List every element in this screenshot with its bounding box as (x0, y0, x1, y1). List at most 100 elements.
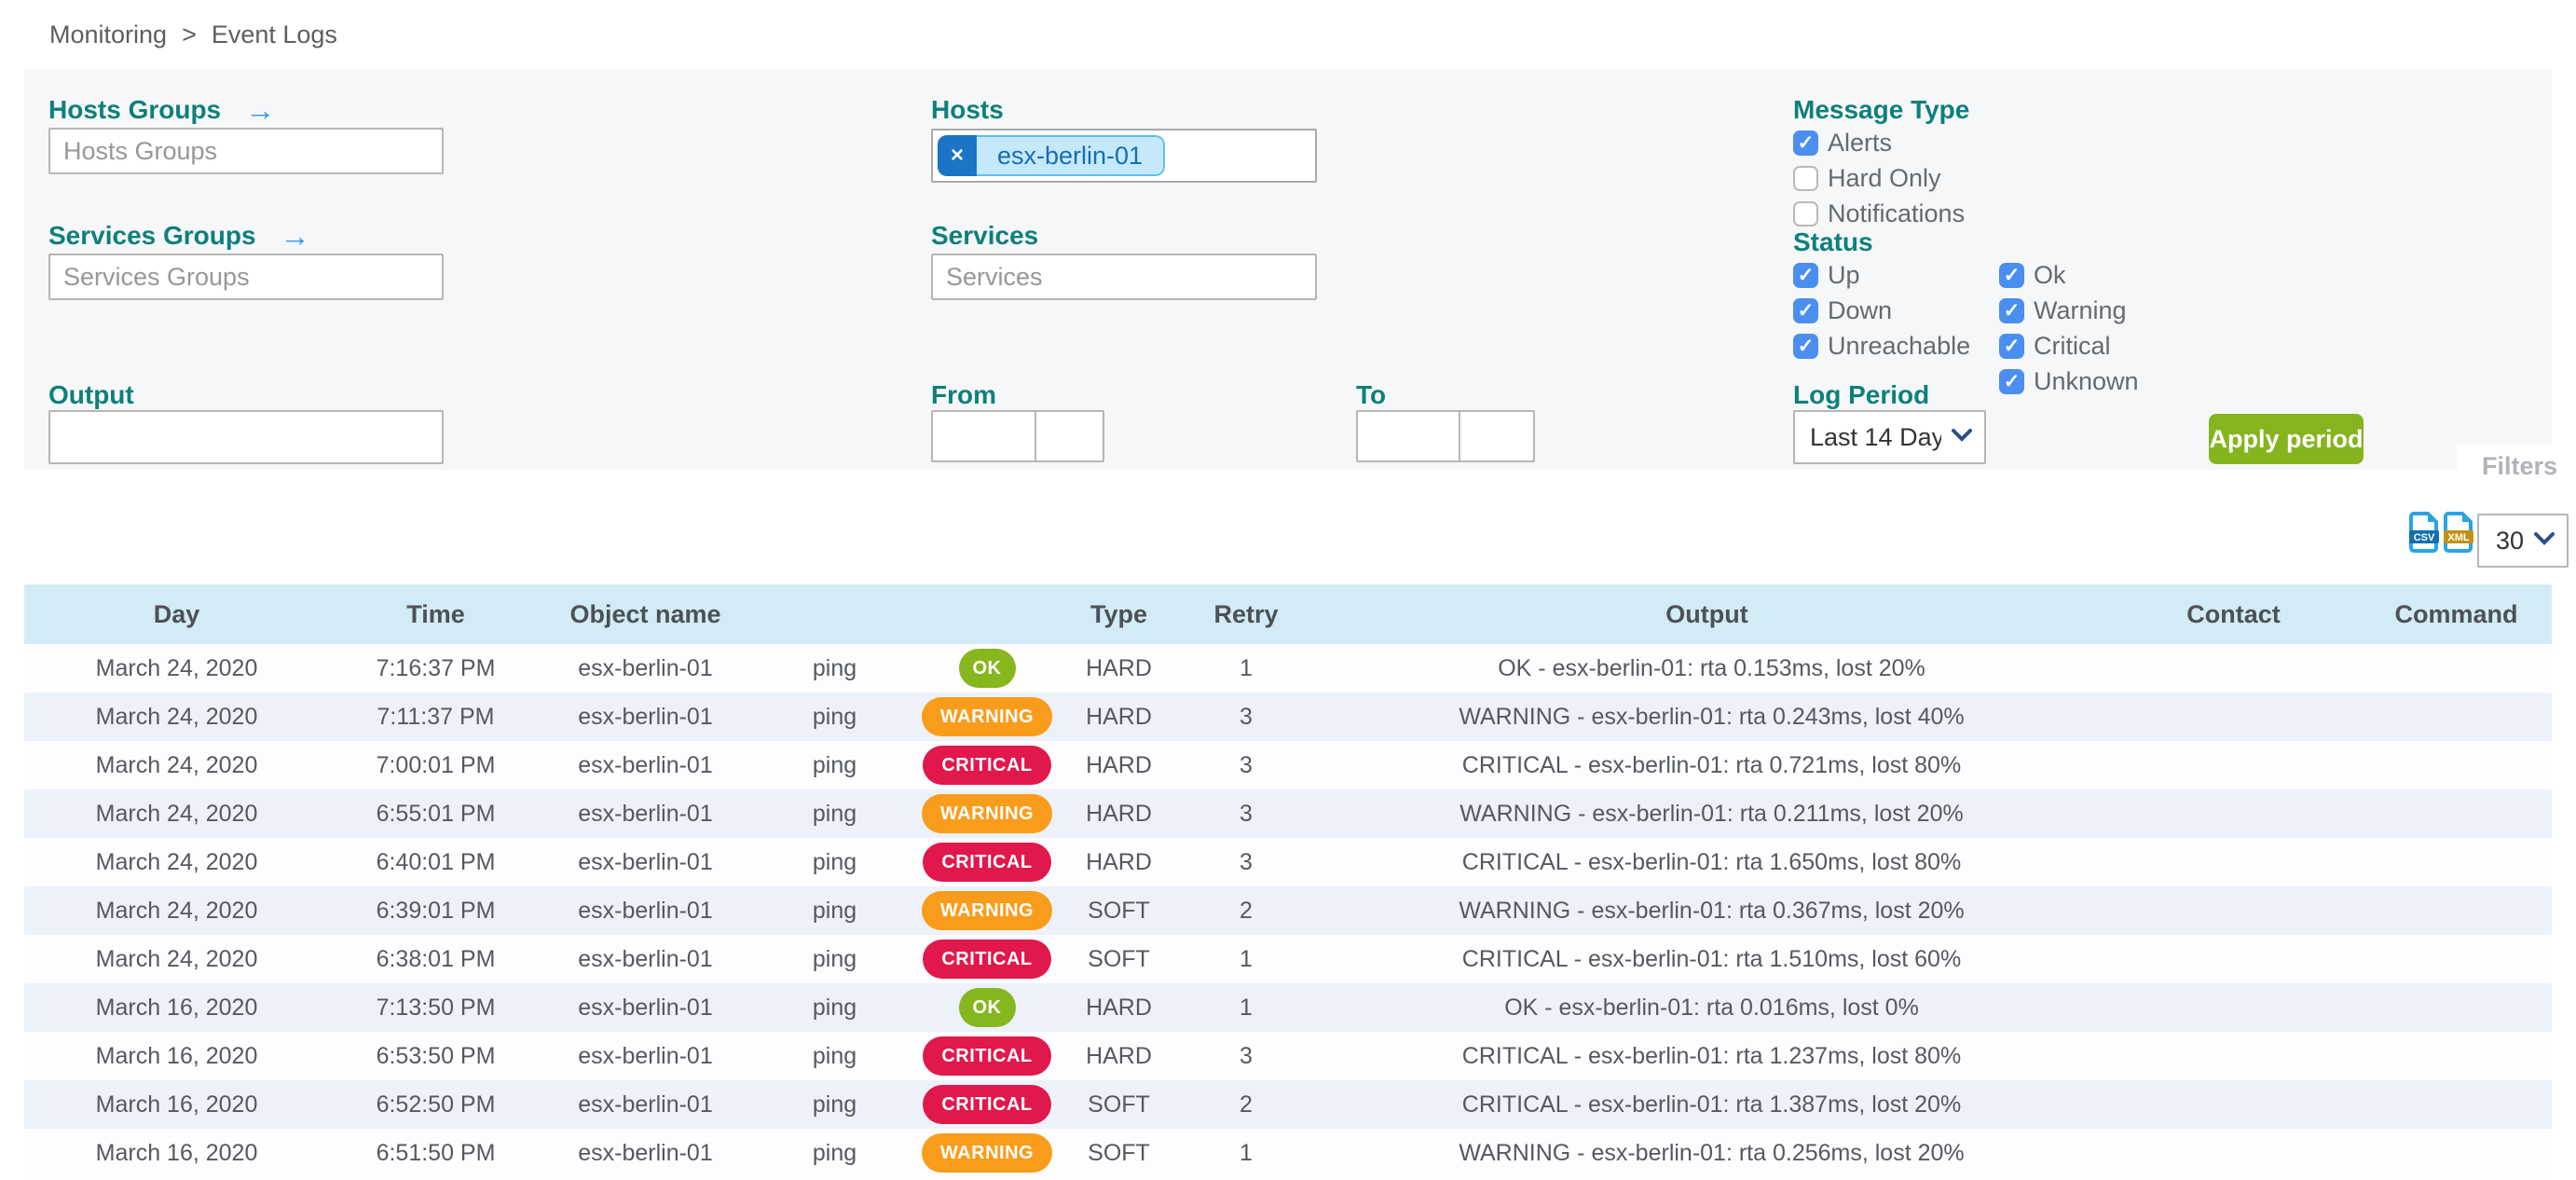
alerts-checkbox[interactable] (1793, 130, 1818, 156)
unknown-checkbox[interactable] (1999, 369, 2024, 394)
checkbox-unreachable[interactable]: Unreachable (1793, 332, 1970, 361)
cell-status: OK (921, 983, 1053, 1032)
cell-type: HARD (1086, 800, 1152, 827)
notifications-checkbox[interactable] (1793, 201, 1818, 226)
cell-type: SOFT (1088, 1139, 1150, 1166)
checkbox-notifications[interactable]: Notifications (1793, 199, 1965, 228)
checkbox-down[interactable]: Down (1793, 296, 1970, 325)
cell-output: CRITICAL - esx-berlin-01: rta 1.237ms, l… (1461, 1042, 1962, 1069)
table-row: March 24, 2020 7:00:01 PM esx-berlin-01 … (24, 741, 2552, 789)
from-date-input[interactable] (931, 410, 1036, 462)
hard-only-checkbox[interactable] (1793, 166, 1818, 191)
to-date-input[interactable] (1356, 410, 1460, 462)
services-input[interactable] (931, 254, 1317, 300)
event-logs-table: Day Time Object name Type Retry Output C… (24, 584, 2552, 1177)
cell-type: HARD (1086, 703, 1152, 730)
cell-time: 7:13:50 PM (376, 994, 496, 1021)
ok-checkbox[interactable] (1999, 263, 2024, 288)
checkbox-warning[interactable]: Warning (1999, 296, 2139, 325)
status-badge: CRITICAL (923, 1085, 1051, 1124)
apply-period-button[interactable]: Apply period (2209, 414, 2364, 464)
table-row: March 24, 2020 6:55:01 PM esx-berlin-01 … (24, 789, 2552, 838)
cell-retry: 1 (1240, 994, 1253, 1021)
filters-tab[interactable]: Filters (2457, 445, 2563, 487)
breadcrumb-monitoring[interactable]: Monitoring (49, 21, 168, 48)
checkbox-ok[interactable]: Ok (1999, 261, 2139, 290)
cell-command (2361, 838, 2552, 886)
cell-service: ping (812, 945, 857, 972)
cell-status: WARNING (921, 1129, 1053, 1177)
cell-retry: 3 (1240, 800, 1253, 827)
cell-contact (2106, 789, 2361, 838)
cell-time: 7:11:37 PM (377, 703, 495, 730)
cell-output: CRITICAL - esx-berlin-01: rta 1.387ms, l… (1461, 1091, 1962, 1118)
cell-contact (2106, 644, 2361, 693)
checkbox-alerts[interactable]: Alerts (1793, 129, 1965, 158)
cell-type: SOFT (1088, 897, 1150, 924)
cell-status: OK (921, 644, 1053, 693)
arrow-right-icon[interactable]: → (245, 93, 276, 127)
table-header-row: Day Time Object name Type Retry Output C… (24, 584, 2552, 644)
critical-checkbox[interactable] (1999, 334, 2024, 359)
checkbox-up[interactable]: Up (1793, 261, 1970, 290)
cell-output: CRITICAL - esx-berlin-01: rta 1.650ms, l… (1461, 848, 1962, 875)
table-row: March 16, 2020 6:51:50 PM esx-berlin-01 … (24, 1129, 2552, 1177)
xml-export-icon[interactable]: XML (2443, 511, 2474, 558)
log-period-select[interactable]: Last 14 Days (1793, 410, 1986, 464)
status-badge: CRITICAL (923, 843, 1051, 882)
checkbox-hard-only[interactable]: Hard Only (1793, 164, 1965, 193)
hosts-groups-input[interactable] (48, 128, 444, 174)
cell-command (2361, 1129, 2552, 1177)
cell-contact (2106, 1032, 2361, 1080)
unreachable-checkbox[interactable] (1793, 334, 1818, 359)
arrow-right-icon[interactable]: → (280, 219, 310, 253)
cell-retry: 2 (1240, 897, 1253, 924)
cell-time: 6:52:50 PM (376, 1091, 496, 1118)
message-type-label: Message Type (1793, 95, 1970, 124)
to-time-input[interactable] (1459, 410, 1535, 462)
table-row: March 24, 2020 7:11:37 PM esx-berlin-01 … (24, 693, 2552, 741)
cell-contact (2106, 693, 2361, 741)
status-badge: WARNING (921, 891, 1053, 930)
page-size-select[interactable]: 30 (2477, 514, 2569, 568)
warning-checkbox[interactable] (1999, 298, 2024, 323)
header-day: Day (24, 584, 329, 644)
cell-service: ping (812, 751, 857, 778)
hosts-input[interactable]: × esx-berlin-01 (931, 129, 1317, 183)
cell-output: WARNING - esx-berlin-01: rta 0.367ms, lo… (1459, 897, 1965, 924)
cell-day: March 24, 2020 (95, 897, 258, 924)
table-row: March 24, 2020 6:39:01 PM esx-berlin-01 … (24, 886, 2552, 935)
checkbox-critical[interactable]: Critical (1999, 332, 2139, 361)
table-row: March 16, 2020 6:52:50 PM esx-berlin-01 … (24, 1080, 2552, 1129)
output-input[interactable] (48, 410, 444, 464)
cell-command (2361, 1032, 2552, 1080)
cell-day: March 24, 2020 (95, 800, 258, 827)
event-table-body: March 24, 2020 7:16:37 PM esx-berlin-01 … (24, 644, 2552, 1177)
cell-contact (2106, 983, 2361, 1032)
cell-command (2361, 935, 2552, 983)
cell-day: March 24, 2020 (95, 848, 258, 875)
cell-service: ping (812, 703, 857, 730)
cell-command (2361, 1080, 2552, 1129)
header-retry: Retry (1185, 584, 1308, 644)
down-checkbox[interactable] (1793, 298, 1818, 323)
cell-retry: 3 (1240, 1042, 1253, 1069)
checkbox-unknown[interactable]: Unknown (1999, 367, 2139, 396)
table-row: March 24, 2020 7:16:37 PM esx-berlin-01 … (24, 644, 2552, 693)
cell-status: WARNING (921, 886, 1053, 935)
csv-export-icon[interactable]: CSV (2408, 511, 2440, 558)
breadcrumb-event-logs[interactable]: Event Logs (211, 21, 337, 48)
output-label: Output (48, 380, 134, 409)
up-checkbox[interactable] (1793, 263, 1818, 288)
cell-object-name: esx-berlin-01 (578, 703, 713, 730)
svg-text:CSV: CSV (2414, 532, 2435, 543)
remove-host-icon[interactable]: × (938, 135, 977, 176)
services-groups-input[interactable] (48, 254, 444, 300)
cell-retry: 3 (1240, 848, 1253, 875)
cell-type: SOFT (1088, 945, 1150, 972)
hosts-groups-label: Hosts Groups → (48, 93, 276, 127)
cell-status: CRITICAL (921, 741, 1053, 789)
from-time-input[interactable] (1035, 410, 1104, 462)
cell-status: WARNING (921, 693, 1053, 741)
